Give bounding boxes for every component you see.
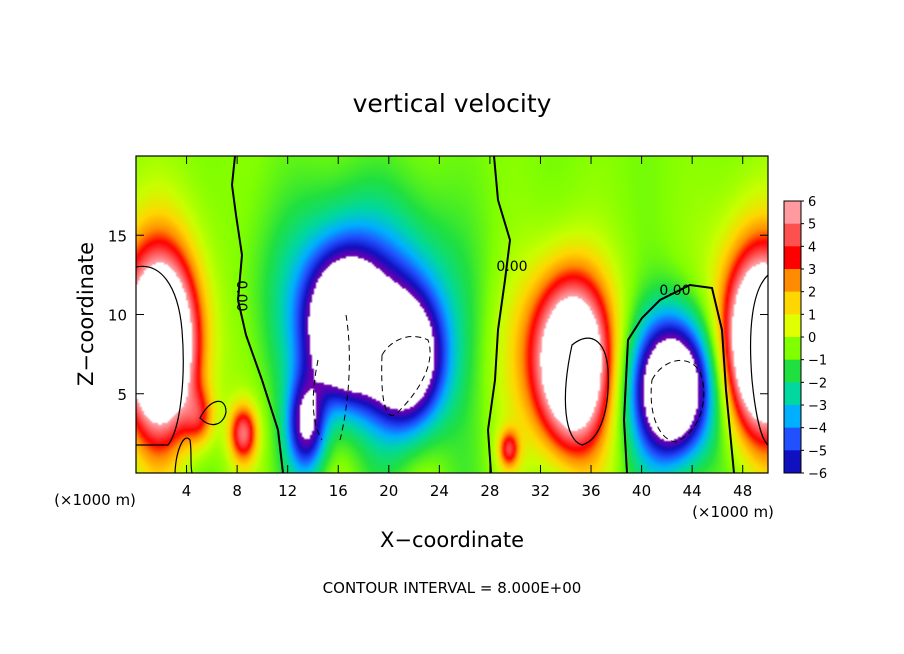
x-tick-label: 48	[733, 482, 752, 500]
downdraft-contour	[650, 360, 705, 443]
colorbar-segment	[784, 450, 801, 474]
colorbar-segment	[784, 314, 801, 338]
x-tick-label: 36	[581, 482, 600, 500]
colorbar-label: 0	[808, 331, 816, 346]
colorbar-segment	[784, 223, 801, 247]
colorbar-label: 2	[808, 286, 816, 301]
colorbar-segment	[784, 337, 801, 361]
y-axis-label: Z−coordinate	[74, 242, 98, 386]
colorbar-label: 3	[808, 263, 816, 278]
zero-contours: 0.00 0.00 0.00	[136, 156, 768, 473]
y-axis-ticks: 5 10 15	[108, 227, 768, 404]
x-axis-ticks: 4 8 12 16 20 24 28 32 36 40 44 48	[182, 156, 752, 500]
x-axis-label: X−coordinate	[380, 528, 524, 552]
colorbar-label: 5	[808, 218, 816, 233]
colorbar-label: −4	[808, 422, 827, 437]
x-tick-label: 8	[232, 482, 242, 500]
contour-label: 0.00	[233, 280, 249, 311]
x-unit-right: (×1000 m)	[692, 503, 774, 521]
contour-label: 0.00	[659, 283, 690, 299]
updraft-contour	[564, 337, 609, 446]
x-tick-label: 32	[531, 482, 550, 500]
colorbar-label: −5	[808, 444, 827, 459]
colorbar-segment	[784, 269, 801, 293]
colorbar-label: 6	[808, 195, 816, 210]
updraft-contour	[174, 437, 193, 473]
colorbar-segment	[784, 246, 801, 270]
contour-interval-note: CONTOUR INTERVAL = 8.000E+00	[323, 579, 582, 597]
colorbar-label: −3	[808, 399, 827, 414]
zero-contour-line	[622, 283, 735, 473]
x-tick-label: 28	[480, 482, 499, 500]
updraft-contour	[749, 274, 768, 446]
zero-contour-line	[486, 156, 512, 473]
x-tick-label: 24	[430, 482, 449, 500]
x-tick-label: 44	[683, 482, 702, 500]
plot-area: 0.00 0.00 0.00 4 8 12 16 20 24 28 32 36 40 44 48 51…	[108, 155, 769, 500]
zero-contour-line	[230, 156, 284, 473]
y-tick-label: 10	[108, 307, 127, 325]
velocity-heatmap	[136, 156, 768, 473]
colorbar: 6 5 4 3 2 1 0 −1 −2 −3 −4 −5 −6	[783, 195, 827, 482]
chart-title: vertical velocity	[353, 89, 552, 118]
colorbar-segment	[784, 291, 801, 315]
x-tick-label: 12	[278, 482, 297, 500]
colorbar-label: 4	[808, 240, 816, 255]
updraft-contour	[136, 265, 184, 446]
colorbar-segment	[784, 427, 801, 451]
colorbar-label: −6	[808, 467, 827, 482]
x-tick-label: 20	[379, 482, 398, 500]
colorbar-label: −1	[808, 354, 827, 369]
downdraft-contour	[381, 336, 431, 416]
downdraft-contour	[312, 359, 323, 441]
x-unit-left: (×1000 m)	[54, 491, 136, 509]
colorbar-label: 1	[808, 308, 816, 323]
updraft-contour	[199, 400, 227, 426]
contour-label: 0.00	[496, 259, 527, 275]
downdraft-contour	[339, 314, 350, 441]
y-tick-label: 15	[108, 227, 127, 245]
colorbar-segment	[784, 201, 801, 225]
colorbar-segment	[784, 405, 801, 429]
y-tick-label: 5	[117, 386, 127, 404]
colorbar-segment	[784, 382, 801, 406]
x-tick-label: 40	[632, 482, 651, 500]
colorbar-segment	[784, 359, 801, 383]
x-tick-label: 4	[182, 482, 192, 500]
x-tick-label: 16	[329, 482, 348, 500]
colorbar-label: −2	[808, 376, 827, 391]
